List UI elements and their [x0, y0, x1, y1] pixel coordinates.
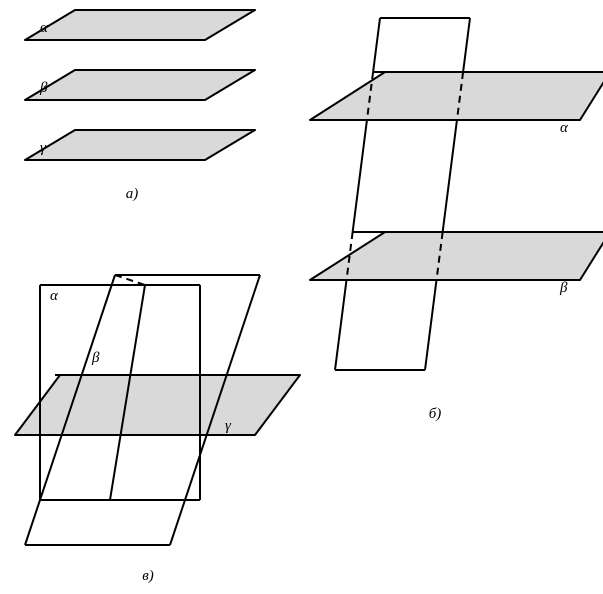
svg-text:β: β [39, 80, 48, 96]
figure-b: α β б) [310, 18, 603, 422]
figure-c-caption: в) [142, 568, 154, 584]
svg-text:α: α [560, 120, 569, 136]
figure-b-caption: б) [429, 406, 442, 422]
svg-text:α: α [50, 288, 59, 304]
svg-text:α: α [40, 20, 49, 36]
svg-text:β: β [91, 350, 100, 366]
figure-a: αβγа) [25, 10, 255, 202]
figure-c: αβγв) [15, 275, 300, 584]
figure-a-caption: а) [126, 186, 139, 202]
svg-text:β: β [559, 280, 568, 296]
